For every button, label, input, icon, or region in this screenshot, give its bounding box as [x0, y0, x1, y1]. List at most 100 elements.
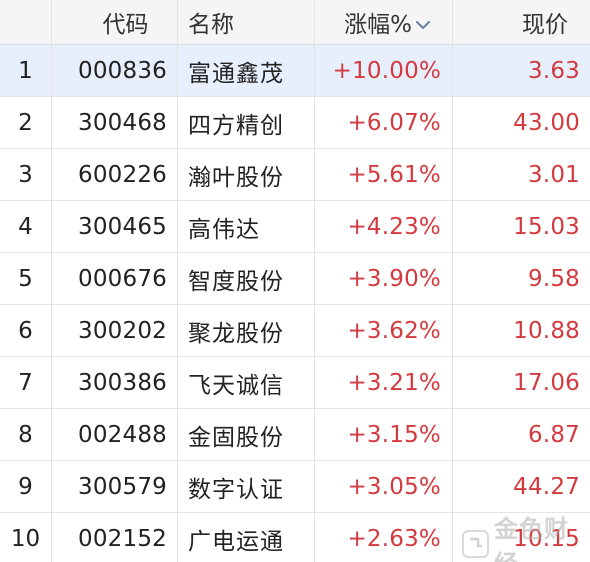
- stock-name: 高伟达: [188, 216, 260, 243]
- row-index-cell: 7: [0, 357, 52, 408]
- stock-name: 智度股份: [188, 268, 284, 295]
- table-row[interactable]: 1 000836 富通鑫茂 +10.00% 3.63: [0, 45, 590, 97]
- header-change-label: 涨幅%: [344, 12, 412, 38]
- stock-name: 数字认证: [188, 476, 284, 503]
- row-index: 1: [18, 57, 33, 84]
- header-change-sort[interactable]: 涨幅%: [315, 0, 453, 44]
- change-percent: +4.23%: [347, 213, 441, 240]
- stock-code-cell: 000836: [52, 45, 178, 96]
- header-name-label: 名称: [188, 12, 234, 38]
- stock-name-cell: 聚龙股份: [178, 305, 315, 356]
- table-row[interactable]: 3 600226 瀚叶股份 +5.61% 3.01: [0, 149, 590, 201]
- row-index: 4: [18, 213, 33, 240]
- current-price: 15.03: [513, 213, 580, 240]
- stock-name-cell: 四方精创: [178, 97, 315, 148]
- row-index: 8: [18, 421, 33, 448]
- stock-code: 300202: [78, 317, 167, 344]
- chevron-down-icon: [414, 17, 432, 31]
- row-index-cell: 1: [0, 45, 52, 96]
- table-header: 代码 名称 涨幅% 现价: [0, 0, 590, 45]
- header-index-cell: [0, 0, 52, 44]
- header-code[interactable]: 代码: [52, 0, 178, 44]
- row-index: 7: [18, 369, 33, 396]
- stock-name: 聚龙股份: [188, 320, 284, 347]
- row-index: 10: [10, 525, 41, 552]
- stock-code-cell: 300465: [52, 201, 178, 252]
- row-index: 5: [18, 265, 33, 292]
- stock-code: 000676: [78, 265, 167, 292]
- stock-name: 富通鑫茂: [188, 60, 284, 87]
- current-price-cell: 44.27: [453, 461, 590, 512]
- change-percent: +6.07%: [347, 109, 441, 136]
- change-percent-cell: +3.15%: [315, 409, 453, 460]
- table-row[interactable]: 10 002152 广电运通 +2.63% 10.15: [0, 513, 590, 562]
- current-price-cell: 3.01: [453, 149, 590, 200]
- change-percent-cell: +10.00%: [315, 45, 453, 96]
- table-row[interactable]: 6 300202 聚龙股份 +3.62% 10.88: [0, 305, 590, 357]
- table-row[interactable]: 9 300579 数字认证 +3.05% 44.27: [0, 461, 590, 513]
- header-code-label: 代码: [102, 12, 149, 38]
- row-index: 9: [18, 473, 33, 500]
- row-index-cell: 9: [0, 461, 52, 512]
- current-price: 3.63: [527, 57, 580, 84]
- change-percent: +3.90%: [347, 265, 441, 292]
- change-percent: +2.63%: [347, 525, 441, 552]
- stock-code-cell: 002152: [52, 513, 178, 562]
- stock-code: 300465: [78, 213, 167, 240]
- stock-name-cell: 广电运通: [178, 513, 315, 562]
- row-index: 6: [18, 317, 33, 344]
- row-index: 2: [18, 109, 33, 136]
- stock-code-cell: 300579: [52, 461, 178, 512]
- table-row[interactable]: 4 300465 高伟达 +4.23% 15.03: [0, 201, 590, 253]
- table-row[interactable]: 2 300468 四方精创 +6.07% 43.00: [0, 97, 590, 149]
- stock-name-cell: 高伟达: [178, 201, 315, 252]
- stock-name: 飞天诚信: [188, 372, 284, 399]
- stock-code-cell: 300202: [52, 305, 178, 356]
- stock-name: 瀚叶股份: [188, 164, 284, 191]
- stock-name-cell: 飞天诚信: [178, 357, 315, 408]
- stock-name-cell: 数字认证: [178, 461, 315, 512]
- current-price-cell: 10.88: [453, 305, 590, 356]
- current-price: 44.27: [513, 473, 580, 500]
- current-price: 17.06: [513, 369, 580, 396]
- change-percent: +3.15%: [347, 421, 441, 448]
- row-index-cell: 2: [0, 97, 52, 148]
- table-row[interactable]: 8 002488 金固股份 +3.15% 6.87: [0, 409, 590, 461]
- current-price: 43.00: [513, 109, 580, 136]
- current-price: 9.58: [527, 265, 580, 292]
- current-price-cell: 6.87: [453, 409, 590, 460]
- stock-code: 300386: [78, 369, 167, 396]
- stock-name-cell: 瀚叶股份: [178, 149, 315, 200]
- current-price: 10.88: [513, 317, 580, 344]
- header-price[interactable]: 现价: [453, 0, 590, 44]
- current-price-cell: 9.58: [453, 253, 590, 304]
- table-row[interactable]: 7 300386 飞天诚信 +3.21% 17.06: [0, 357, 590, 409]
- change-percent-cell: +3.90%: [315, 253, 453, 304]
- header-name[interactable]: 名称: [178, 0, 315, 44]
- stock-code: 600226: [78, 161, 167, 188]
- stock-code: 002488: [78, 421, 167, 448]
- change-percent: +3.21%: [347, 369, 441, 396]
- stock-name-cell: 富通鑫茂: [178, 45, 315, 96]
- change-percent: +5.61%: [347, 161, 441, 188]
- stock-code-cell: 000676: [52, 253, 178, 304]
- stock-code-cell: 600226: [52, 149, 178, 200]
- stock-code-cell: 300468: [52, 97, 178, 148]
- stock-name: 金固股份: [188, 424, 284, 451]
- table-row[interactable]: 5 000676 智度股份 +3.90% 9.58: [0, 253, 590, 305]
- change-percent: +3.62%: [347, 317, 441, 344]
- stock-name-cell: 金固股份: [178, 409, 315, 460]
- change-percent-cell: +6.07%: [315, 97, 453, 148]
- stock-code: 300468: [78, 109, 167, 136]
- row-index-cell: 3: [0, 149, 52, 200]
- stock-code: 000836: [78, 57, 167, 84]
- current-price-cell: 3.63: [453, 45, 590, 96]
- current-price: 10.15: [513, 525, 580, 552]
- stock-name: 广电运通: [188, 528, 284, 555]
- current-price: 6.87: [527, 421, 580, 448]
- row-index-cell: 6: [0, 305, 52, 356]
- current-price-cell: 10.15: [453, 513, 590, 562]
- row-index-cell: 5: [0, 253, 52, 304]
- header-price-label: 现价: [522, 12, 568, 38]
